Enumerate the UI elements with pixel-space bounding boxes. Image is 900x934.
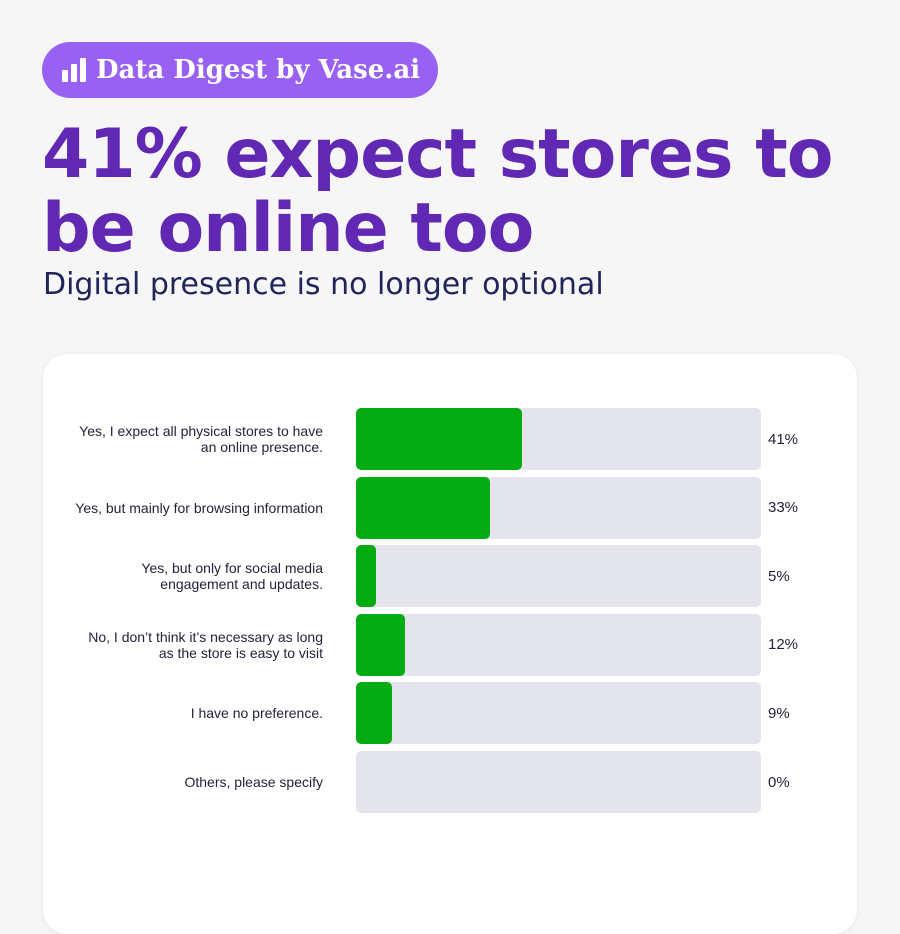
bar xyxy=(356,476,490,539)
bar-chart-icon xyxy=(62,58,86,82)
bar xyxy=(356,613,405,676)
category-label: Yes, I expect all physical stores to hav… xyxy=(79,423,323,455)
headline: 41% expect stores to be online too xyxy=(42,115,833,268)
bar-row: Yes, I expect all physical stores to hav… xyxy=(43,408,857,470)
category-label: Others, please specify xyxy=(184,774,323,790)
value-label: 5% xyxy=(768,567,790,585)
bar xyxy=(356,545,377,608)
chart-card: Yes, I expect all physical stores to hav… xyxy=(43,354,857,934)
brand-name: Data Digest by Vase.ai xyxy=(96,55,421,85)
value-label: 9% xyxy=(768,704,790,722)
category-label: No, I don’t think it’s necessary as long… xyxy=(88,628,323,661)
value-label: 33% xyxy=(768,499,799,517)
bar-row: Yes, but mainly for browsing information… xyxy=(43,476,857,539)
bar-row: I have no preference. 9% xyxy=(43,682,857,745)
brand-badge: Data Digest by Vase.ai xyxy=(42,42,439,98)
category-label: Yes, but only for social media engagemen… xyxy=(141,560,323,593)
bar-track xyxy=(356,682,761,745)
bar-track xyxy=(356,408,761,470)
bar-row: No, I don’t think it’s necessary as long… xyxy=(43,613,857,676)
bar-row: Others, please specify 0% xyxy=(43,751,857,813)
bar xyxy=(356,682,393,745)
bar-track xyxy=(356,751,761,813)
value-label: 0% xyxy=(768,773,790,791)
bar-track xyxy=(356,613,761,676)
bar-track xyxy=(356,476,761,539)
bar xyxy=(356,408,523,470)
value-label: 12% xyxy=(768,636,799,654)
bar-track xyxy=(356,545,761,608)
category-label: I have no preference. xyxy=(190,705,323,722)
bar-row: Yes, but only for social media engagemen… xyxy=(43,545,857,608)
value-label: 41% xyxy=(768,430,799,448)
category-label: Yes, but mainly for browsing information xyxy=(75,499,323,516)
subtitle: Digital presence is no longer optional xyxy=(43,267,604,302)
